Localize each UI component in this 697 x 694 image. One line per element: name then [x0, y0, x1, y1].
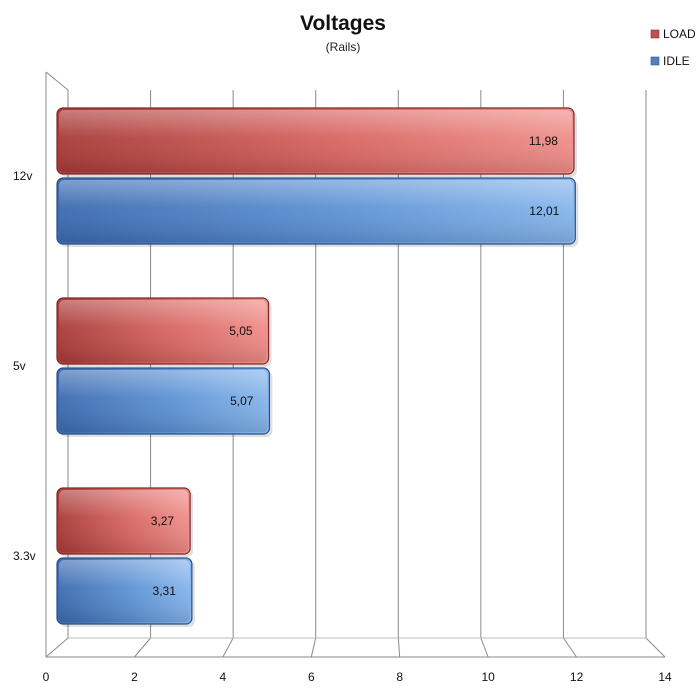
x-tick-label: 10 [481, 670, 495, 684]
legend-item-load: LOAD [650, 27, 696, 41]
bar-idle-12v [56, 177, 579, 247]
left-wall-top-edge [45, 71, 69, 91]
category-label: 3.3v [13, 549, 36, 563]
data-label: 3,27 [151, 514, 175, 528]
chart-title: Voltages [300, 12, 386, 35]
bar-load-3.3v [56, 487, 194, 557]
bar-highlight [59, 370, 268, 432]
floor-gridline [134, 637, 151, 658]
x-axis-ticks: 0 2 4 6 8 10 12 14 [43, 670, 672, 684]
data-label: 12,01 [529, 204, 559, 218]
floor-gridline [480, 637, 489, 658]
floor-gridline [397, 637, 401, 658]
chart-subtitle: (Rails) [326, 40, 361, 54]
data-label: 3,31 [153, 584, 177, 598]
bar-highlight [59, 300, 267, 362]
floor-gridline [645, 637, 666, 658]
category-label: 5v [13, 359, 26, 373]
x-tick-label: 0 [43, 670, 50, 684]
legend: LOAD IDLE [650, 27, 696, 68]
floor-gridline [45, 637, 69, 658]
x-tick-label: 2 [131, 670, 138, 684]
bar-highlight [59, 110, 572, 172]
bar-highlight [59, 490, 189, 552]
data-labels: 11,98 12,01 5,05 5,07 3,27 3,31 [151, 134, 560, 598]
legend-label-idle: IDLE [663, 54, 690, 68]
bar-highlight [59, 180, 574, 242]
data-label: 11,98 [529, 134, 558, 148]
category-label: 12v [13, 169, 32, 183]
legend-label-load: LOAD [663, 27, 696, 41]
x-tick-label: 4 [220, 670, 227, 684]
data-label: 5,05 [229, 324, 253, 338]
bars [56, 107, 579, 627]
x-tick-label: 14 [658, 670, 672, 684]
bar-highlight [59, 560, 190, 622]
x-tick-label: 8 [396, 670, 403, 684]
bar-load-5v [56, 297, 272, 367]
bar-idle-3.3v [56, 557, 195, 627]
floor-gridline [310, 637, 317, 658]
legend-item-idle: IDLE [650, 54, 690, 68]
legend-swatch-idle [650, 56, 660, 66]
legend-swatch-load [650, 29, 660, 39]
category-labels: 12v 5v 3.3v [13, 169, 36, 563]
floor-gridline [222, 637, 234, 658]
bar-idle-5v [56, 367, 273, 437]
data-label: 5,07 [230, 394, 254, 408]
x-tick-label: 12 [570, 670, 584, 684]
floor-gridline [563, 637, 577, 658]
x-tick-label: 6 [308, 670, 315, 684]
bar-load-12v [56, 107, 577, 177]
